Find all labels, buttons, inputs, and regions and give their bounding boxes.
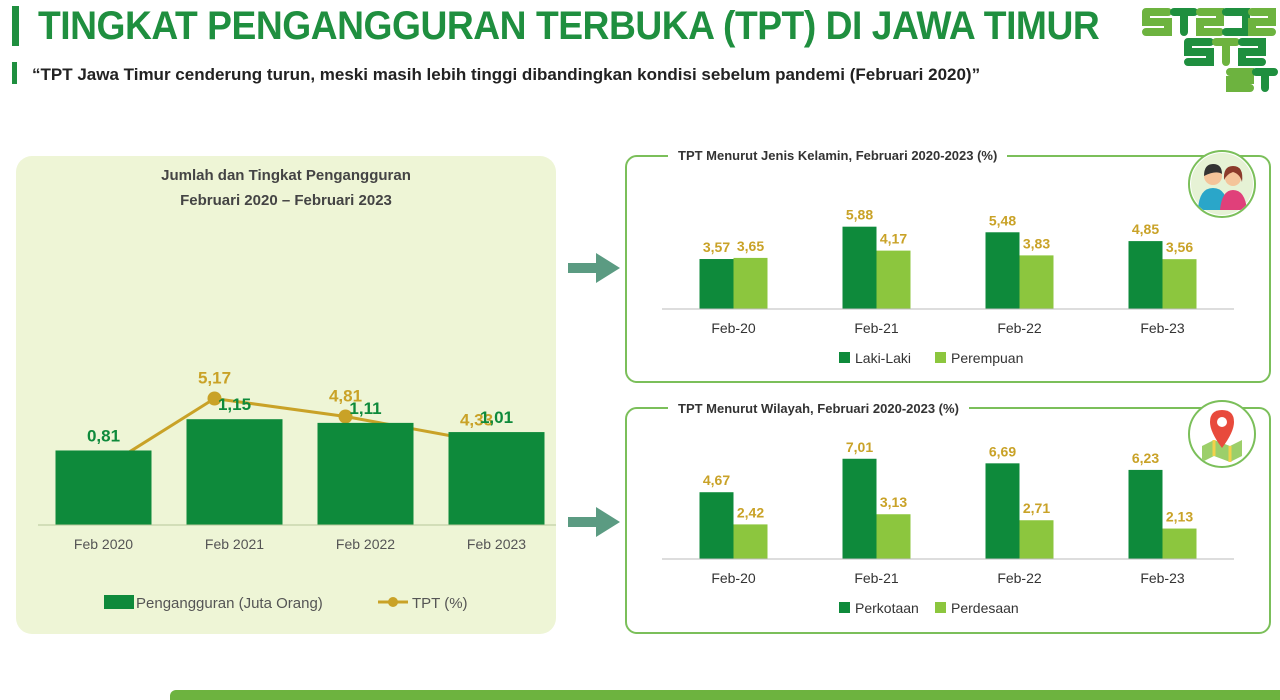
x-tick-label: Feb-21 xyxy=(854,570,899,586)
x-tick-label: Feb-21 xyxy=(854,320,899,336)
bar-pengangguran xyxy=(186,419,283,525)
bar-value-label: 5,88 xyxy=(846,207,873,223)
x-tick-label: Feb-22 xyxy=(997,570,1042,586)
bar-value-label: 1,11 xyxy=(349,399,381,418)
bar-value-label: 1,01 xyxy=(480,408,513,427)
bar-perkotaan xyxy=(1128,469,1163,559)
bar-value-label: 2,42 xyxy=(737,504,764,520)
bar-value-label: 3,83 xyxy=(1023,235,1050,251)
x-tick-label: Feb-22 xyxy=(997,320,1042,336)
bar-perempuan xyxy=(876,250,911,309)
arrow-right-icon xyxy=(568,507,620,537)
x-tick-label: Feb 2021 xyxy=(205,536,264,552)
legend-swatch xyxy=(839,352,850,363)
x-tick-label: Feb-20 xyxy=(711,320,756,336)
bar-perdesaan xyxy=(1019,520,1054,559)
legend-label-pengangguran: Pengangguran (Juta Orang) xyxy=(136,595,323,612)
x-tick-label: Feb 2020 xyxy=(74,536,133,552)
bar-laki-laki xyxy=(842,226,877,309)
region-bar-chart: 4,67 2,42 Feb-20 7,01 3,13 Feb-21 6,69 2,71 Feb-… xyxy=(662,439,1234,616)
arrow-right-icon xyxy=(568,253,620,283)
bar-pengangguran xyxy=(317,422,414,525)
bar-perempuan xyxy=(1162,259,1197,309)
bar-perdesaan xyxy=(733,524,768,559)
bar-value-label: 6,23 xyxy=(1132,450,1159,466)
left-chart-panel: Jumlah dan Tingkat Pengangguran Februari… xyxy=(16,156,562,634)
gender-bar-chart: 3,57 3,65 Feb-20 5,88 4,17 Feb-21 5,48 3,83 Feb-… xyxy=(662,207,1234,366)
page-title: TINGKAT PENGANGGURAN TERBUKA (TPT) DI JA… xyxy=(38,4,1100,48)
bar-value-label: 4,17 xyxy=(880,231,907,247)
bar-value-label: 6,69 xyxy=(989,443,1016,459)
bar-laki-laki xyxy=(1128,241,1163,309)
x-tick-label: Feb 2023 xyxy=(467,536,526,552)
bar-perkotaan xyxy=(842,458,877,559)
bar-pengangguran xyxy=(448,432,545,525)
bar-value-label: 2,13 xyxy=(1166,509,1193,525)
bar-value-label: 4,85 xyxy=(1132,221,1159,237)
x-tick-label: Feb-23 xyxy=(1140,570,1185,586)
bar-laki-laki xyxy=(985,232,1020,309)
tpt-value-label: 4,81 xyxy=(329,387,362,406)
legend-label: Perempuan xyxy=(951,350,1023,366)
bar-value-label: 0,81 xyxy=(87,426,120,445)
x-tick-label: Feb-23 xyxy=(1140,320,1185,336)
bar-value-label: 5,48 xyxy=(989,212,1016,228)
page-subtitle: “TPT Jawa Timur cenderung turun, meski m… xyxy=(32,65,981,84)
region-chart-title: TPT Menurut Wilayah, Februari 2020-2023 … xyxy=(668,401,969,416)
legend-label: Perkotaan xyxy=(855,600,919,616)
gender-chart-box: 3,57 3,65 Feb-20 5,88 4,17 Feb-21 5,48 3,83 Feb-… xyxy=(625,155,1271,383)
region-chart-box: 4,67 2,42 Feb-20 7,01 3,13 Feb-21 6,69 2,71 Feb-… xyxy=(625,407,1271,634)
legend-label: Laki-Laki xyxy=(855,350,911,366)
bar-value-label: 1,15 xyxy=(218,395,251,414)
bar-value-label: 7,01 xyxy=(846,439,873,455)
x-tick-label: Feb-20 xyxy=(711,570,756,586)
bar-value-label: 4,67 xyxy=(703,472,730,488)
st2023-logo xyxy=(1142,8,1278,92)
legend-swatch xyxy=(935,602,946,613)
bar-perkotaan xyxy=(985,463,1020,559)
legend-label: Perdesaan xyxy=(951,600,1019,616)
bar-perempuan xyxy=(733,257,768,309)
bar-laki-laki xyxy=(699,259,734,309)
legend-label-tpt: TPT (%) xyxy=(412,595,468,612)
footer-bar xyxy=(170,690,1280,700)
bar-perempuan xyxy=(1019,255,1054,309)
chart-title-line-2: Februari 2020 – Februari 2023 xyxy=(180,192,392,209)
gender-chart-title: TPT Menurut Jenis Kelamin, Februari 2020… xyxy=(668,148,1008,163)
tpt-value-label: 5,17 xyxy=(198,369,231,388)
bar-value-label: 3,56 xyxy=(1166,239,1193,255)
legend-swatch-pengangguran xyxy=(104,595,134,609)
bar-value-label: 3,13 xyxy=(880,494,907,510)
bar-value-label: 3,65 xyxy=(737,238,764,254)
legend-marker-tpt xyxy=(388,597,398,607)
tpt-value-label: 4,33 xyxy=(460,411,493,430)
legend-swatch xyxy=(839,602,850,613)
bar-pengangguran xyxy=(55,450,152,525)
x-tick-label: Feb 2022 xyxy=(336,536,395,552)
people-icon xyxy=(1188,150,1256,218)
subtitle-accent-bar xyxy=(12,62,17,84)
bar-perdesaan xyxy=(876,514,911,559)
bar-perdesaan xyxy=(1162,528,1197,559)
map-pin-icon xyxy=(1188,400,1256,468)
tpt-point xyxy=(207,391,222,406)
legend-swatch xyxy=(935,352,946,363)
bar-value-label: 3,57 xyxy=(703,239,730,255)
bar-perkotaan xyxy=(699,492,734,559)
bar-value-label: 2,71 xyxy=(1023,500,1050,516)
tpt-point xyxy=(338,409,353,424)
unemployment-combo-chart: Jumlah dan Tingkat Pengangguran Februari… xyxy=(38,167,562,612)
chart-title-line-1: Jumlah dan Tingkat Pengangguran xyxy=(161,167,411,184)
title-accent-bar xyxy=(12,6,19,46)
